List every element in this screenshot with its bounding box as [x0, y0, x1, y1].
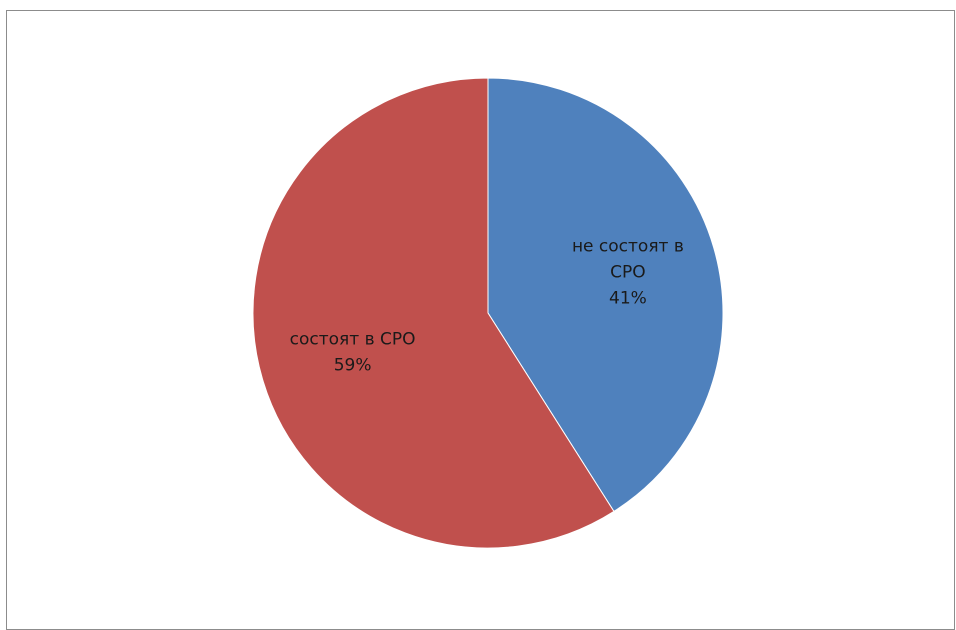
pie-slice-1	[252, 77, 615, 549]
pie-chart: не состоят в СРО 41% состоят в СРО 59%	[252, 77, 724, 549]
slice-value-label-0: 41%	[609, 288, 647, 308]
slice-category-label-1-0: состоят в СРО	[290, 329, 416, 349]
slice-category-label-0-1: СРО	[610, 262, 646, 282]
pie-labels: не состоят в СРО 41% состоят в СРО 59%	[290, 236, 684, 375]
pie-slices	[252, 77, 724, 549]
slice-category-label-0-0: не состоят в	[572, 236, 684, 256]
pie-slice-0	[487, 77, 724, 513]
slice-value-label-1: 59%	[334, 355, 372, 375]
